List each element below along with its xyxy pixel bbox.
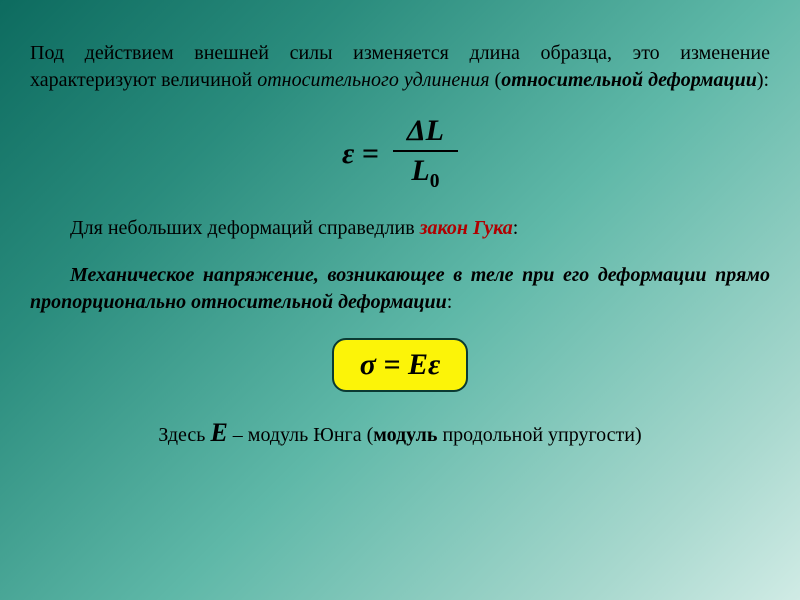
formula1-den-L: L — [411, 154, 429, 187]
para1-em2: относительной деформации — [501, 69, 757, 91]
hooke-formula-box: σ = Eε — [332, 338, 469, 392]
para2-post: : — [513, 217, 519, 239]
para3-post: : — [447, 291, 453, 313]
slide-content: Под действием внешней силы изменяется дл… — [30, 20, 770, 580]
para4-E: E — [210, 418, 227, 447]
hooke-statement-paragraph: Механическое напряжение, возникающее в т… — [30, 262, 770, 316]
para4-pre: Здесь — [158, 424, 210, 446]
formula1-denominator: L0 — [393, 152, 458, 195]
formula1-fraction: ΔL L0 — [393, 112, 458, 195]
para4-post: продольной упругости) — [437, 424, 641, 446]
para4-bold: модуль — [373, 424, 437, 446]
formula1-den-sub: 0 — [430, 171, 440, 192]
hooke-law-term: закон Гука — [420, 217, 513, 239]
para3-em: Механическое напряжение, возникающее в т… — [30, 264, 770, 313]
formula1-numerator: ΔL — [393, 112, 458, 152]
intro-paragraph: Под действием внешней силы изменяется дл… — [30, 40, 770, 94]
strain-formula: ε = ΔL L0 — [30, 112, 770, 195]
para1-em1: относительного удлинения — [257, 69, 489, 91]
para2-text: Для небольших деформаций справедлив — [70, 217, 420, 239]
hooke-formula: σ = Eε — [30, 338, 770, 392]
formula1-lhs: ε = — [342, 137, 389, 171]
youngs-modulus-note: Здесь E – модуль Юнга (модуль продольной… — [30, 418, 770, 448]
para1-post: ): — [757, 69, 769, 91]
para1-mid: ( — [490, 69, 502, 91]
para4-mid: – модуль Юнга ( — [228, 424, 373, 446]
hooke-intro-paragraph: Для небольших деформаций справедлив зако… — [30, 215, 770, 242]
